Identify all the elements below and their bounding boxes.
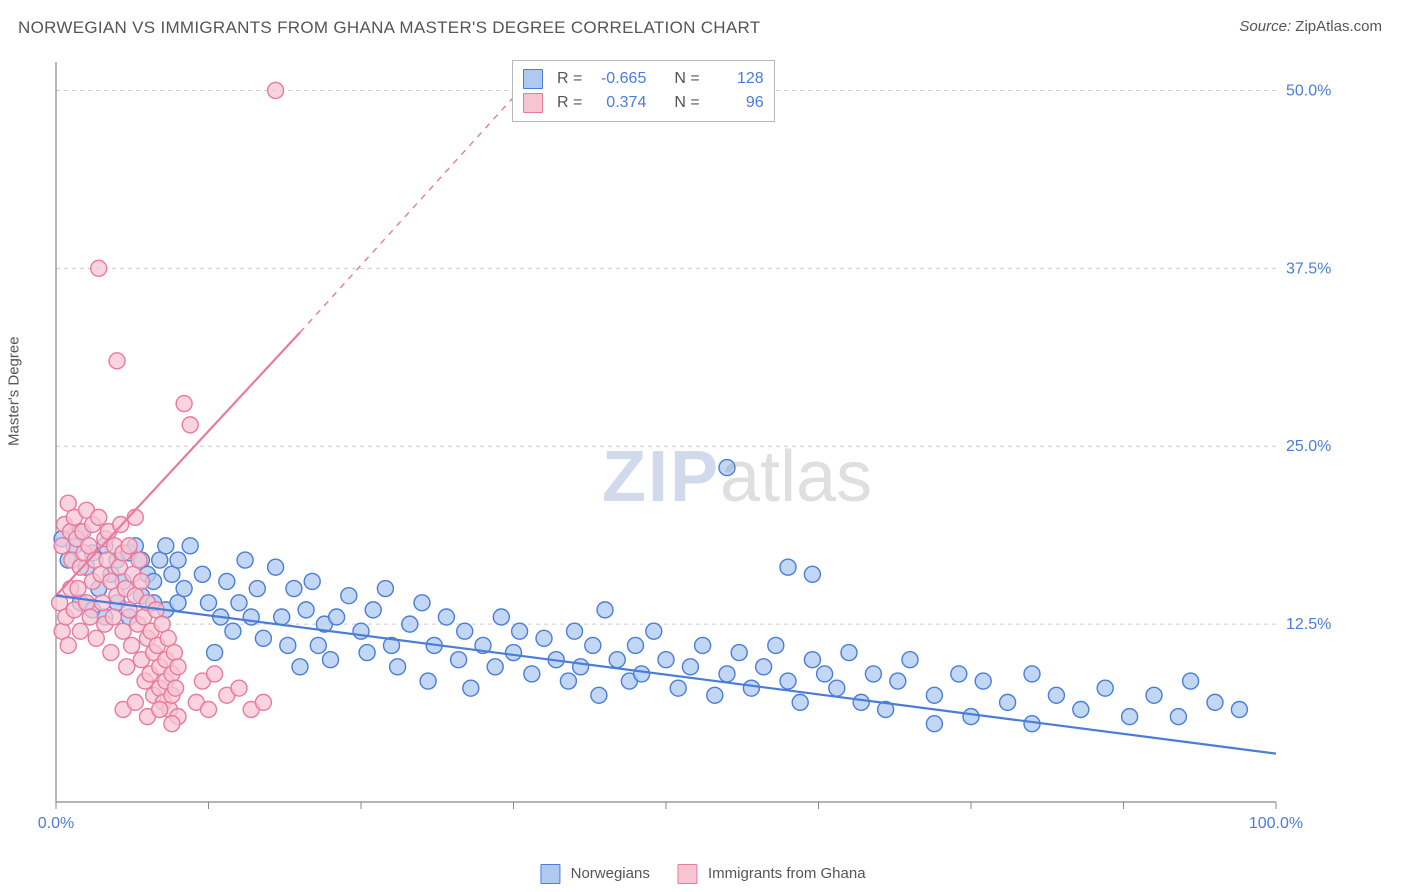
legend-label: Norwegians [571, 865, 650, 882]
n-value: 128 [708, 67, 764, 91]
r-value: -0.665 [590, 67, 646, 91]
r-label: R = [557, 91, 582, 115]
correlation-row: R = 0.374 N = 96 [523, 91, 764, 115]
n-value: 96 [708, 91, 764, 115]
svg-text:25.0%: 25.0% [1286, 438, 1331, 455]
r-label: R = [557, 67, 582, 91]
y-axis-label: Master's Degree [6, 336, 23, 446]
series-swatch-icon [523, 69, 543, 89]
legend: Norwegians Immigrants from Ghana [540, 864, 865, 884]
source-attribution: Source: ZipAtlas.com [1239, 18, 1382, 35]
svg-text:50.0%: 50.0% [1286, 82, 1331, 99]
series-swatch-icon [540, 864, 560, 884]
series-swatch-icon [678, 864, 698, 884]
scatter-plot-svg: 12.5%25.0%37.5%50.0%0.0%100.0% [52, 56, 1354, 836]
legend-item: Norwegians [540, 864, 649, 884]
source-label: Source: [1239, 18, 1291, 35]
legend-label: Immigrants from Ghana [708, 865, 866, 882]
svg-text:0.0%: 0.0% [38, 815, 74, 832]
svg-text:12.5%: 12.5% [1286, 616, 1331, 633]
correlation-row: R = -0.665 N = 128 [523, 67, 764, 91]
correlation-box: R = -0.665 N = 128 R = 0.374 N = 96 [512, 60, 775, 122]
plot-area: 12.5%25.0%37.5%50.0%0.0%100.0% ZIPatlas … [52, 56, 1354, 836]
chart-title: NORWEGIAN VS IMMIGRANTS FROM GHANA MASTE… [18, 18, 760, 38]
svg-text:100.0%: 100.0% [1249, 815, 1303, 832]
source-value: ZipAtlas.com [1295, 18, 1382, 35]
series-swatch-icon [523, 93, 543, 113]
legend-item: Immigrants from Ghana [678, 864, 866, 884]
n-label: N = [674, 91, 699, 115]
r-value: 0.374 [590, 91, 646, 115]
n-label: N = [674, 67, 699, 91]
svg-text:37.5%: 37.5% [1286, 260, 1331, 277]
